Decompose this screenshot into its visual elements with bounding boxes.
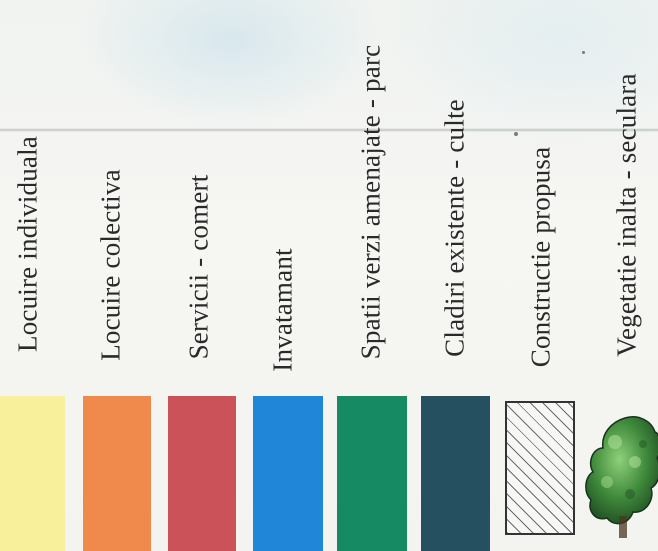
- legend-label-servicii-comert: Servicii - comert: [183, 174, 214, 360]
- paper-speck: [582, 51, 585, 54]
- swatch-spatii-verzi: [337, 396, 407, 551]
- legend-label-cladiri-existente: Cladiri existente - culte: [439, 99, 470, 357]
- paper-fold-line: [0, 128, 658, 132]
- swatch-locuire-individuala: [0, 396, 65, 551]
- legend-label-invatamant: Invatamant: [267, 248, 298, 372]
- swatch-servicii-comert: [168, 396, 236, 551]
- swatch-cladiri-existente: [421, 396, 490, 551]
- legend-label-spatii-verzi: Spatii verzi amenajate - parc: [355, 44, 386, 360]
- swatch-invatamant: [253, 396, 323, 551]
- legend-label-locuire-colectiva: Locuire colectiva: [95, 169, 126, 361]
- paper-speck: [514, 132, 518, 136]
- legend-label-vegetatie-inalta: Vegetatie inalta - seculara: [611, 73, 642, 357]
- swatch-locuire-colectiva: [83, 396, 151, 551]
- legend-label-constructie-propusa: Constructie propusa: [525, 146, 556, 368]
- swatch-constructie-propusa-hatch: [505, 401, 575, 535]
- tree-icon: [585, 416, 658, 538]
- legend-label-locuire-individuala: Locuire individuala: [12, 136, 43, 352]
